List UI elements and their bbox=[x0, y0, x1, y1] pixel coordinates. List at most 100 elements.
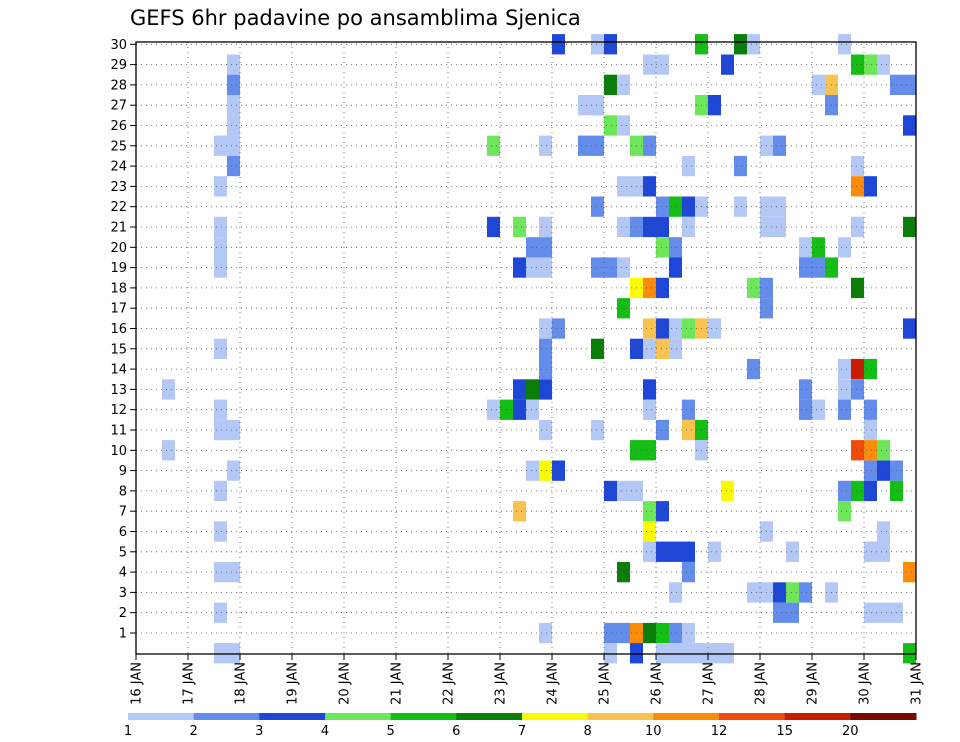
heatmap-cell bbox=[838, 34, 851, 55]
heatmap-cell bbox=[877, 54, 890, 75]
heatmap-cell bbox=[708, 318, 721, 339]
heatmap-cell bbox=[539, 216, 552, 238]
heatmap-cell bbox=[526, 379, 539, 400]
heatmap-cell bbox=[773, 216, 786, 238]
heatmap-cell bbox=[656, 216, 669, 238]
heatmap-cell bbox=[682, 399, 695, 420]
y-axis: 1234567891011121314151617181920212223242… bbox=[110, 38, 136, 642]
heatmap-cell bbox=[630, 643, 643, 664]
heatmap-cell bbox=[669, 338, 682, 359]
y-tick-label: 10 bbox=[110, 444, 127, 459]
colorbar-segment bbox=[259, 713, 326, 720]
heatmap-cell bbox=[604, 74, 617, 95]
colorbar-label: 3 bbox=[255, 724, 263, 739]
heatmap-cell bbox=[851, 277, 864, 299]
colorbar-label: 12 bbox=[711, 724, 728, 739]
heatmap-cell bbox=[487, 216, 500, 238]
heatmap-cell bbox=[214, 338, 227, 359]
heatmap-cell bbox=[903, 643, 916, 664]
heatmap-cell bbox=[604, 643, 617, 664]
heatmap-cell bbox=[877, 440, 890, 461]
heatmap-cell bbox=[682, 318, 695, 339]
colorbar-segment bbox=[456, 713, 523, 720]
y-tick-label: 26 bbox=[110, 119, 127, 134]
gridlines bbox=[136, 42, 916, 654]
heatmap-cell bbox=[669, 541, 682, 562]
heatmap-cell bbox=[903, 115, 916, 136]
heatmap-cell bbox=[851, 54, 864, 75]
heatmap-cell bbox=[643, 54, 656, 75]
heatmap-cell bbox=[799, 257, 812, 278]
heatmap-cell bbox=[682, 419, 695, 441]
x-tick-label: 24 JAN bbox=[546, 662, 561, 705]
heatmap-cell bbox=[643, 379, 656, 400]
x-tick-label: 17 JAN bbox=[182, 662, 197, 705]
heatmap-cell bbox=[669, 257, 682, 278]
heatmap-cell bbox=[604, 622, 617, 644]
x-tick-label: 27 JAN bbox=[702, 662, 717, 705]
heatmap-cell bbox=[669, 643, 682, 664]
heatmap-cell bbox=[578, 135, 591, 156]
heatmap-cell bbox=[682, 562, 695, 583]
heatmap-cell bbox=[786, 541, 799, 562]
y-tick-label: 4 bbox=[119, 566, 127, 581]
x-tick-label: 16 JAN bbox=[130, 662, 145, 705]
heatmap-cell bbox=[773, 196, 786, 217]
heatmap-cell bbox=[643, 521, 656, 542]
heatmap-cell bbox=[864, 460, 877, 481]
heatmap-cell bbox=[734, 155, 747, 177]
heatmap-cell bbox=[812, 399, 825, 420]
y-tick-label: 11 bbox=[110, 424, 127, 439]
heatmap-cell bbox=[539, 257, 552, 278]
heatmap-cell bbox=[695, 643, 708, 664]
heatmap-cell bbox=[214, 257, 227, 278]
heatmap-cell bbox=[682, 216, 695, 238]
y-tick-label: 15 bbox=[110, 342, 127, 357]
colorbar-segment bbox=[390, 713, 457, 720]
heatmap-cell bbox=[708, 541, 721, 562]
heatmap-cell bbox=[539, 622, 552, 644]
x-tick-label: 26 JAN bbox=[650, 662, 665, 705]
heatmap-cell bbox=[656, 237, 669, 258]
heatmap-cell bbox=[877, 460, 890, 481]
heatmap-cell bbox=[851, 176, 864, 197]
heatmap-cell bbox=[227, 562, 240, 583]
heatmap-cell bbox=[552, 34, 565, 55]
heatmap-cell bbox=[838, 237, 851, 258]
heatmap-cell bbox=[708, 95, 721, 116]
colorbar-segment bbox=[850, 713, 917, 720]
heatmap-cell bbox=[539, 135, 552, 156]
heatmap-cell bbox=[643, 338, 656, 359]
y-tick-label: 20 bbox=[110, 241, 127, 256]
heatmap-cell bbox=[227, 54, 240, 75]
heatmap-cell bbox=[851, 216, 864, 238]
heatmap-cell bbox=[214, 480, 227, 502]
heatmap-cell bbox=[721, 54, 734, 75]
heatmap-cell bbox=[227, 460, 240, 481]
heatmap-cell bbox=[708, 643, 721, 664]
heatmap-cell bbox=[734, 34, 747, 55]
heatmap-cell bbox=[903, 318, 916, 339]
heatmap-cell bbox=[656, 54, 669, 75]
heatmap-cell bbox=[669, 196, 682, 217]
colorbar-label: 15 bbox=[776, 724, 793, 739]
x-tick-label: 23 JAN bbox=[494, 662, 509, 705]
heatmap-cell bbox=[643, 277, 656, 299]
heatmap-cell bbox=[591, 419, 604, 441]
heatmap-cell bbox=[513, 257, 526, 278]
y-tick-label: 24 bbox=[110, 160, 127, 175]
heatmap-cell bbox=[864, 399, 877, 420]
heatmap-cell bbox=[591, 338, 604, 359]
chart-title: GEFS 6hr padavine po ansamblima Sjenica bbox=[130, 6, 581, 30]
heatmap-cell bbox=[578, 95, 591, 116]
heatmap-cell bbox=[214, 602, 227, 623]
y-tick-label: 19 bbox=[110, 261, 127, 276]
heatmap-cell bbox=[617, 115, 630, 136]
heatmap-cell bbox=[851, 440, 864, 461]
heatmap-cell bbox=[604, 115, 617, 136]
y-tick-label: 28 bbox=[110, 78, 127, 93]
colorbar-segment bbox=[653, 713, 720, 720]
heatmap-cell bbox=[227, 135, 240, 156]
colorbar-segment bbox=[128, 713, 195, 720]
heatmap-cell bbox=[227, 95, 240, 116]
